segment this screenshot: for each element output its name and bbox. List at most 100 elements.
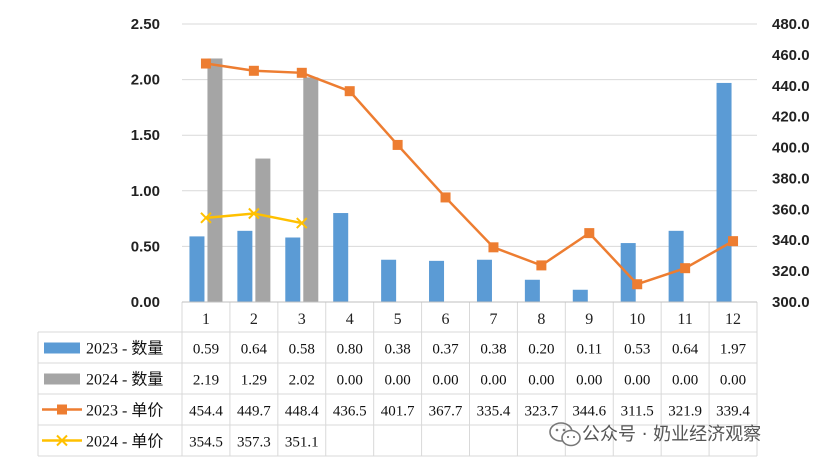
table-cell: 0.00 [385,373,411,389]
bar [285,237,301,302]
table-cell: 436.5 [333,404,367,420]
table-cell: 454.4 [189,404,223,420]
table-cell: 367.7 [429,404,463,420]
table-cell: 1.29 [241,373,267,389]
line-marker [584,228,595,239]
category-tick: 5 [394,311,402,328]
table-cell: 0.00 [576,373,602,389]
left-axis-tick: 2.50 [131,16,160,33]
table-cell: 0.00 [624,373,650,389]
bar [207,58,223,302]
category-tick: 3 [298,311,306,328]
category-tick: 11 [677,311,692,328]
category-tick: 9 [585,311,593,328]
bar [381,259,397,302]
table-cell: 0.53 [624,342,650,358]
table-cell: 401.7 [381,404,415,420]
table-cell: 0.00 [480,373,506,389]
table-cell: 323.7 [525,404,559,420]
watermark-text: 公众号 · 奶业经济观察 [582,424,761,445]
category-tick: 7 [489,311,497,328]
right-axis-tick: 360.0 [772,201,810,218]
bar [476,259,492,302]
bars [189,58,732,302]
category-tick: 2 [250,311,258,328]
right-axis-tick: 480.0 [772,16,810,33]
table-cell: 0.00 [432,373,458,389]
table-cell: 357.3 [237,435,271,451]
category-tick: 8 [537,311,545,328]
legend-marker [56,434,68,447]
category-tick: 1 [202,311,210,328]
bar [668,230,684,302]
line-marker [248,207,260,220]
table-cell: 2.19 [193,373,219,389]
watermark: 公众号 · 奶业经济观察 [549,422,761,447]
series-line [205,62,734,286]
wechat-icon [549,422,581,447]
axes: 0.00 0.50 1.00 1.50 2.00 2.50 300.0 320.0 340.0 3… [131,16,810,311]
right-axis-tick: 340.0 [772,232,810,249]
left-axis-tick: 1.50 [131,127,160,144]
legend-label: 2023 - 数量 [86,340,163,358]
category-tick: 4 [346,311,354,328]
legend-marker [57,404,67,415]
legend-label: 2023 - 单价 [86,402,163,420]
table-cell: 2.02 [289,373,315,389]
left-axis-tick: 1.00 [131,183,160,200]
right-axis-tick: 420.0 [772,109,810,126]
table-cell: 0.80 [337,342,363,358]
right-axis-tick: 320.0 [772,263,810,280]
table-cell: 0.64 [672,342,699,358]
lines [200,58,739,290]
table-cell: 0.59 [193,342,219,358]
line-marker [728,236,739,247]
table-cell: 0.00 [337,373,363,389]
bar [189,236,205,302]
right-axis-tick: 300.0 [772,294,810,311]
table-cell: 354.5 [189,435,223,451]
table-cell: 0.64 [241,342,268,358]
left-axis-tick: 0.00 [131,294,160,311]
bar [255,158,271,302]
table-cell: 0.58 [289,342,315,358]
right-axis-tick: 400.0 [772,140,810,157]
line-marker [296,217,308,229]
bar [620,243,636,302]
line-marker [296,67,307,78]
category-tick: 6 [442,311,450,328]
category-tick: 10 [629,311,645,328]
right-axis-tick: 440.0 [772,78,810,95]
line-marker [488,242,499,253]
bar [303,77,319,302]
category-tick: 12 [725,311,741,328]
table-cell: 0.37 [432,342,459,358]
table-cell: 351.1 [285,435,319,451]
line-marker [200,58,211,69]
table-cell: 344.6 [572,404,606,420]
legend-label: 2024 - 单价 [86,433,163,451]
table-cell: 0.00 [528,373,554,389]
line-marker [200,212,212,224]
legend-key [44,342,80,354]
legend-label: 2024 - 数量 [86,371,163,389]
left-axis-tick: 0.50 [131,238,160,255]
line-marker [440,192,451,203]
table-cell: 0.38 [480,342,506,358]
line-marker [248,65,259,76]
table-cell: 0.20 [528,342,554,358]
table-cell: 311.5 [621,404,654,420]
legend-key [44,373,80,385]
line-marker [344,86,355,97]
table-cell: 1.97 [720,342,747,358]
line-marker [680,263,691,274]
line-marker [632,279,643,290]
bar [333,213,349,302]
line-marker [392,139,403,150]
bar [429,260,445,302]
right-axis-tick: 380.0 [772,170,810,187]
table-cell: 0.11 [576,342,602,358]
